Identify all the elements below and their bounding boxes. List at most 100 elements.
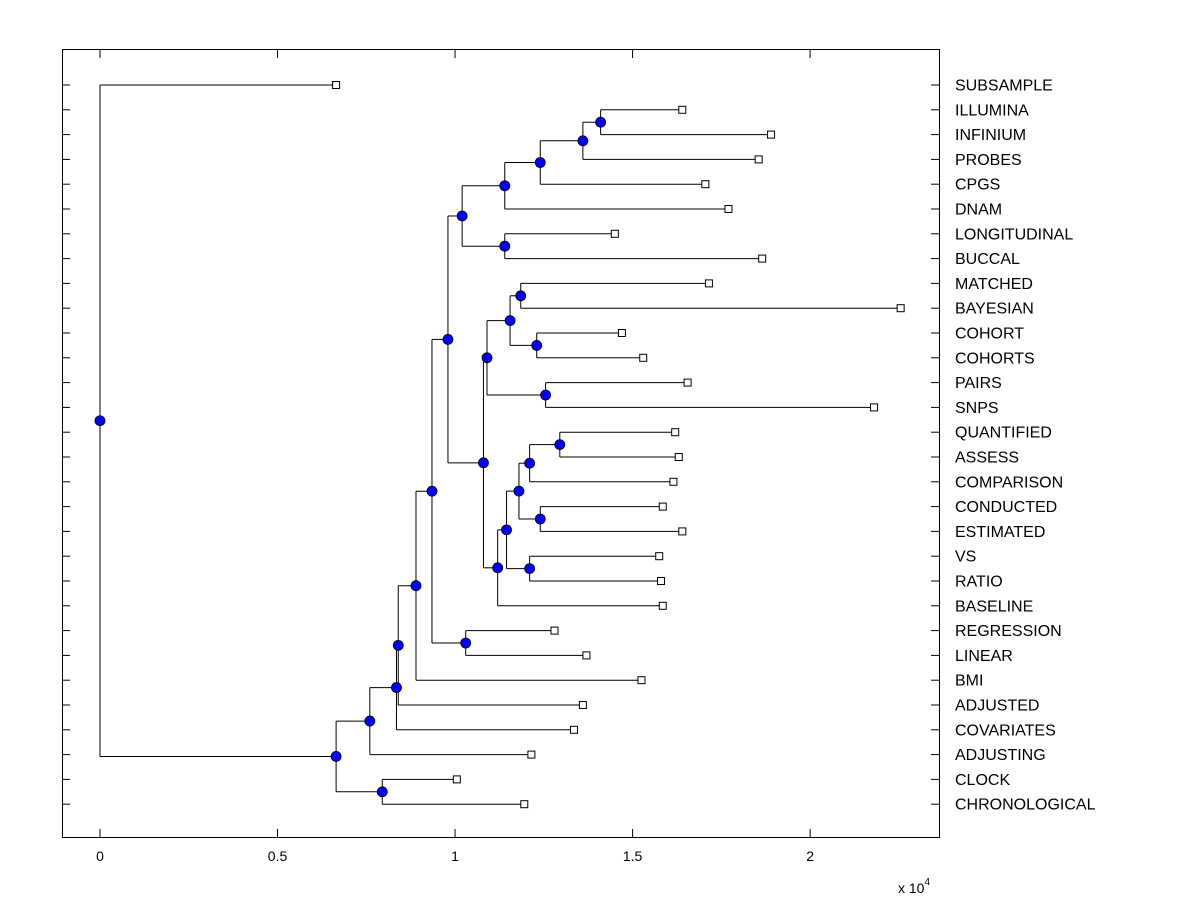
leaf-label: BASELINE <box>955 598 1033 615</box>
node-marker <box>501 524 512 536</box>
leaf-label: CPGS <box>955 177 1000 194</box>
leaf-marker <box>870 403 879 412</box>
node-marker <box>376 786 388 798</box>
y-tick-marks-left <box>62 84 70 805</box>
node-marker <box>534 513 546 525</box>
leaf-marker <box>617 329 626 337</box>
leaf-marker <box>520 800 529 809</box>
leaf-marker <box>527 750 536 759</box>
leaf-label: RATIO <box>955 574 1003 591</box>
leaf-marker <box>656 577 665 585</box>
leaf-marker <box>678 105 687 114</box>
node-marker <box>391 682 402 693</box>
node-marker <box>94 415 106 427</box>
leaf-label: VS <box>955 549 976 566</box>
leaf-label: CHRONOLOGICAL <box>955 797 1096 814</box>
leaf-marker <box>704 279 713 288</box>
leaf-label: ADJUSTED <box>955 698 1039 715</box>
leaf-marker <box>767 130 776 139</box>
leaf-marker <box>655 552 664 561</box>
x-tick-label: 1.5 <box>623 848 643 864</box>
node-markers <box>94 116 607 798</box>
node-marker <box>504 315 516 327</box>
leaf-label: PROBES <box>955 152 1022 169</box>
leaf-marker <box>701 180 710 189</box>
leaf-label: SUBSAMPLE <box>955 78 1053 95</box>
leaf-marker <box>758 254 767 263</box>
node-marker <box>595 116 607 128</box>
leaf-marker <box>582 651 591 660</box>
leaf-marker <box>637 676 646 685</box>
leaf-marker <box>550 626 559 635</box>
leaf-marker <box>724 205 733 213</box>
x-axis-multiplier: x 104 <box>898 877 930 896</box>
leaf-label: LINEAR <box>955 648 1013 665</box>
leaf-marker <box>683 378 692 387</box>
node-marker <box>534 157 546 168</box>
leaf-label: BUCCAL <box>955 251 1020 268</box>
leaf-label: COVARIATES <box>955 722 1056 739</box>
leaf-label: ADJUSTING <box>955 747 1046 764</box>
leaf-label: COHORT <box>955 326 1024 343</box>
leaf-label: BMI <box>955 673 983 690</box>
node-marker <box>456 210 468 222</box>
node-marker <box>524 457 536 469</box>
node-marker <box>531 339 543 351</box>
leaf-label: ASSESS <box>955 450 1019 467</box>
leaf-marker <box>639 353 648 362</box>
plot-frame <box>62 49 940 838</box>
node-marker <box>577 135 589 147</box>
x-tick-label: 2 <box>806 848 814 864</box>
node-marker <box>554 439 566 451</box>
node-marker <box>540 389 551 401</box>
x-tick-label: 0 <box>96 848 104 864</box>
leaf-label: QUANTIFIED <box>955 425 1052 442</box>
leaf-label: INFINIUM <box>955 127 1026 144</box>
x-axis-ticks: 0 0.5 1 1.5 2 <box>96 50 814 864</box>
node-marker <box>524 563 536 574</box>
node-marker <box>499 180 511 192</box>
leaf-label: PAIRS <box>955 375 1002 392</box>
leaf-label: ESTIMATED <box>955 524 1045 541</box>
node-marker <box>460 637 472 649</box>
leaf-marker <box>674 453 683 461</box>
node-marker <box>492 562 504 574</box>
leaf-label: COHORTS <box>955 350 1035 367</box>
y-tick-marks-right <box>931 84 939 805</box>
node-marker <box>442 333 454 345</box>
node-marker <box>330 751 342 762</box>
x-axis-multiplier-exponent: 4 <box>924 877 930 888</box>
leaf-marker <box>452 775 461 784</box>
leaf-label: MATCHED <box>955 276 1033 293</box>
node-marker <box>410 580 422 592</box>
leaf-label: COMPARISON <box>955 474 1063 491</box>
leaf-marker <box>658 502 667 511</box>
leaf-label: ILLUMINA <box>955 102 1029 119</box>
x-tick-label: 1 <box>451 848 459 864</box>
leaf-labels: SUBSAMPLE ILLUMINA INFINIUM PROBES CPGS DNAM L… <box>955 78 1096 814</box>
leaf-marker <box>658 601 667 610</box>
leaf-marker <box>896 304 905 313</box>
leaf-label: CLOCK <box>955 772 1010 789</box>
leaf-marker <box>754 155 763 164</box>
leaf-label: DNAM <box>955 202 1002 219</box>
node-marker <box>364 715 376 727</box>
leaf-marker <box>671 428 680 437</box>
node-marker <box>515 290 527 302</box>
leaf-label: REGRESSION <box>955 623 1062 640</box>
leaf-label: CONDUCTED <box>955 499 1057 516</box>
leaf-marker <box>669 477 678 486</box>
node-marker <box>426 485 438 497</box>
leaf-marker <box>578 701 587 709</box>
node-marker <box>499 240 511 252</box>
leaf-label: SNPS <box>955 400 999 417</box>
x-axis-multiplier-base: x 10 <box>898 880 925 896</box>
node-marker <box>392 639 404 651</box>
node-marker <box>478 457 489 469</box>
leaf-markers <box>332 81 905 809</box>
leaf-marker <box>332 81 341 89</box>
node-marker <box>481 352 493 364</box>
x-tick-label: 0.5 <box>268 848 288 864</box>
leaf-marker <box>569 725 578 734</box>
